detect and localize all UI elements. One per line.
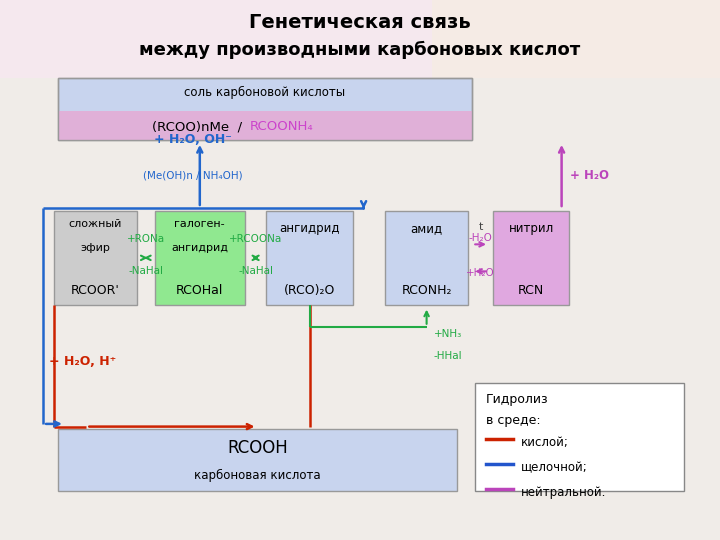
Text: +H₂O: +H₂O <box>467 268 495 278</box>
Text: между производными карбоновых кислот: между производными карбоновых кислот <box>140 40 580 59</box>
Text: Генетическая связь: Генетическая связь <box>249 14 471 32</box>
Text: нитрил: нитрил <box>508 222 554 235</box>
Text: RCN: RCN <box>518 284 544 297</box>
FancyBboxPatch shape <box>475 383 684 491</box>
Text: (Me(OH)n / NH₄OH): (Me(OH)n / NH₄OH) <box>143 171 243 181</box>
Text: RCOOH: RCOOH <box>227 439 288 457</box>
FancyBboxPatch shape <box>58 78 472 140</box>
Bar <box>58 111 472 140</box>
Text: -NaHal: -NaHal <box>238 266 273 276</box>
Text: в среде:: в среде: <box>486 414 541 427</box>
Text: ангидрид: ангидрид <box>279 222 340 235</box>
Text: + H₂O, H⁺: + H₂O, H⁺ <box>49 355 117 368</box>
Text: Гидролиз: Гидролиз <box>486 393 549 406</box>
Text: сложный: сложный <box>68 219 122 229</box>
Text: +NH₃: +NH₃ <box>433 329 462 340</box>
Text: галоген-: галоген- <box>174 219 225 229</box>
Text: RCOHal: RCOHal <box>176 284 223 297</box>
Text: кислой;: кислой; <box>521 436 568 449</box>
Text: карбоновая кислота: карбоновая кислота <box>194 469 320 482</box>
Text: RCOONH₄: RCOONH₄ <box>251 120 314 133</box>
FancyBboxPatch shape <box>493 211 569 305</box>
Text: +RONa: +RONa <box>127 234 165 244</box>
Bar <box>0 0 720 78</box>
Text: t: t <box>478 222 483 232</box>
FancyBboxPatch shape <box>58 429 457 491</box>
Text: RCOOR': RCOOR' <box>71 284 120 297</box>
FancyBboxPatch shape <box>54 211 137 305</box>
Text: эфир: эфир <box>81 243 110 253</box>
Text: амид: амид <box>410 222 443 235</box>
Text: (RCOO)nMe  /: (RCOO)nMe / <box>152 120 251 133</box>
Bar <box>432 0 720 78</box>
Text: -NaHal: -NaHal <box>128 266 163 276</box>
Text: щелочной;: щелочной; <box>521 461 588 474</box>
Text: +RCOONa: +RCOONa <box>229 234 282 244</box>
FancyBboxPatch shape <box>385 211 468 305</box>
Text: соль карбоновой кислоты: соль карбоновой кислоты <box>184 86 345 99</box>
Text: ангидрид: ангидрид <box>171 243 228 253</box>
Text: RCONH₂: RCONH₂ <box>401 284 452 297</box>
Text: -H₂O: -H₂O <box>469 233 492 243</box>
Text: -HHal: -HHal <box>433 351 462 361</box>
FancyBboxPatch shape <box>155 211 245 305</box>
FancyBboxPatch shape <box>266 211 353 305</box>
Text: + H₂O, OH⁻: + H₂O, OH⁻ <box>153 133 232 146</box>
Text: + H₂O: + H₂O <box>570 169 609 182</box>
Text: (RCO)₂O: (RCO)₂O <box>284 284 336 297</box>
Text: нейтральной.: нейтральной. <box>521 486 606 499</box>
